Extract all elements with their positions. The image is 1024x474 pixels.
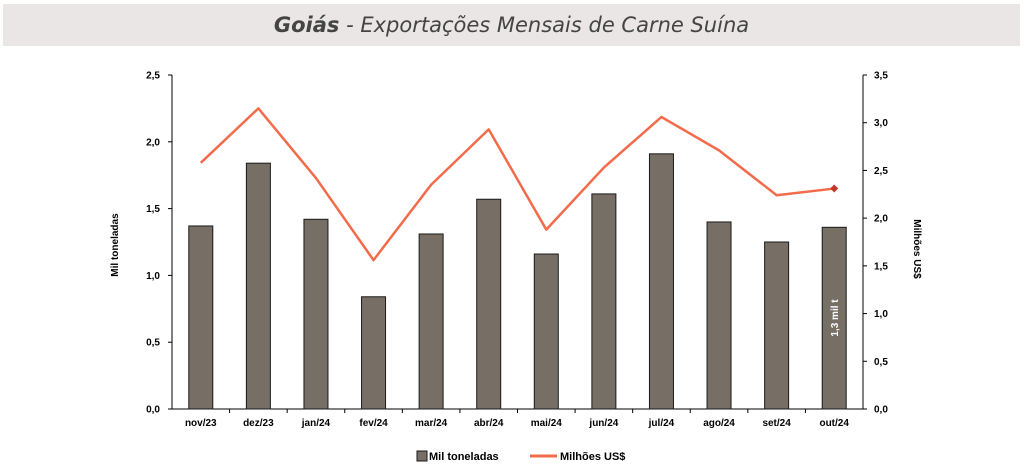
bar-fev/24 [361, 296, 387, 410]
x-tick-label: out/24 [819, 418, 849, 429]
data-label-last-bar: 1,3 mil t [830, 299, 841, 337]
bar-out/24 [821, 226, 847, 410]
x-tick-label: mar/24 [415, 418, 448, 429]
x-tick-label: abr/24 [474, 418, 504, 429]
x-tick-label: nov/23 [185, 418, 217, 429]
left-tick-label: 0,5 [146, 338, 160, 349]
legend-swatch-bar [416, 450, 428, 462]
x-tick-label: ago/24 [703, 418, 735, 429]
x-tick-label: fev/24 [359, 418, 388, 429]
left-tick-label: 2,5 [146, 71, 160, 82]
right-tick-label: 0,5 [874, 357, 888, 368]
bar-abr/24 [476, 198, 502, 410]
right-tick-label: 3,0 [874, 118, 888, 129]
bar-jul/24 [648, 153, 674, 410]
legend-label-bar: Mil toneladas [429, 451, 499, 463]
bar-mar/24 [418, 233, 444, 410]
x-tick-label: jan/24 [301, 418, 331, 429]
legend-label-line: Milhões US$ [560, 451, 625, 463]
bar-nov/23 [188, 225, 214, 410]
bar-dez/23 [245, 162, 271, 410]
right-tick-label: 0,0 [874, 405, 888, 416]
x-tick-label: jun/24 [588, 418, 618, 429]
x-tick-label: jul/24 [648, 418, 675, 429]
bar-jun/24 [591, 193, 617, 410]
x-tick-label: set/24 [762, 418, 791, 429]
right-tick-label: 2,0 [874, 214, 888, 225]
right-tick-label: 3,5 [874, 71, 888, 82]
right-tick-label: 2,5 [874, 166, 888, 177]
left-tick-label: 0,0 [146, 405, 160, 416]
y-axis-title-left: Mil toneladas [110, 213, 121, 277]
bar-ago/24 [706, 221, 732, 410]
chart-title-bold: Goiás [273, 13, 340, 37]
left-tick-label: 1,5 [146, 204, 160, 215]
chart-title-rest: - Exportações Mensais de Carne Suína [339, 13, 750, 37]
right-tick-label: 1,0 [874, 309, 888, 320]
line-milhoes-usd [199, 107, 835, 262]
bar-jan/24 [303, 218, 329, 410]
left-tick-label: 1,0 [146, 271, 160, 282]
bar-set/24 [764, 241, 790, 410]
x-tick-label: mai/24 [531, 418, 563, 429]
right-tick-label: 1,5 [874, 261, 888, 272]
x-tick-label: dez/23 [243, 418, 274, 429]
bar-mai/24 [533, 253, 559, 410]
chart-title-bar: Goiás - Exportações Mensais de Carne Suí… [3, 4, 1020, 46]
chart-title: Goiás - Exportações Mensais de Carne Suí… [274, 13, 749, 37]
left-tick-label: 2,0 [146, 137, 160, 148]
y-axis-title-right: Milhões US$ [911, 219, 922, 279]
last-point-marker [830, 184, 839, 193]
